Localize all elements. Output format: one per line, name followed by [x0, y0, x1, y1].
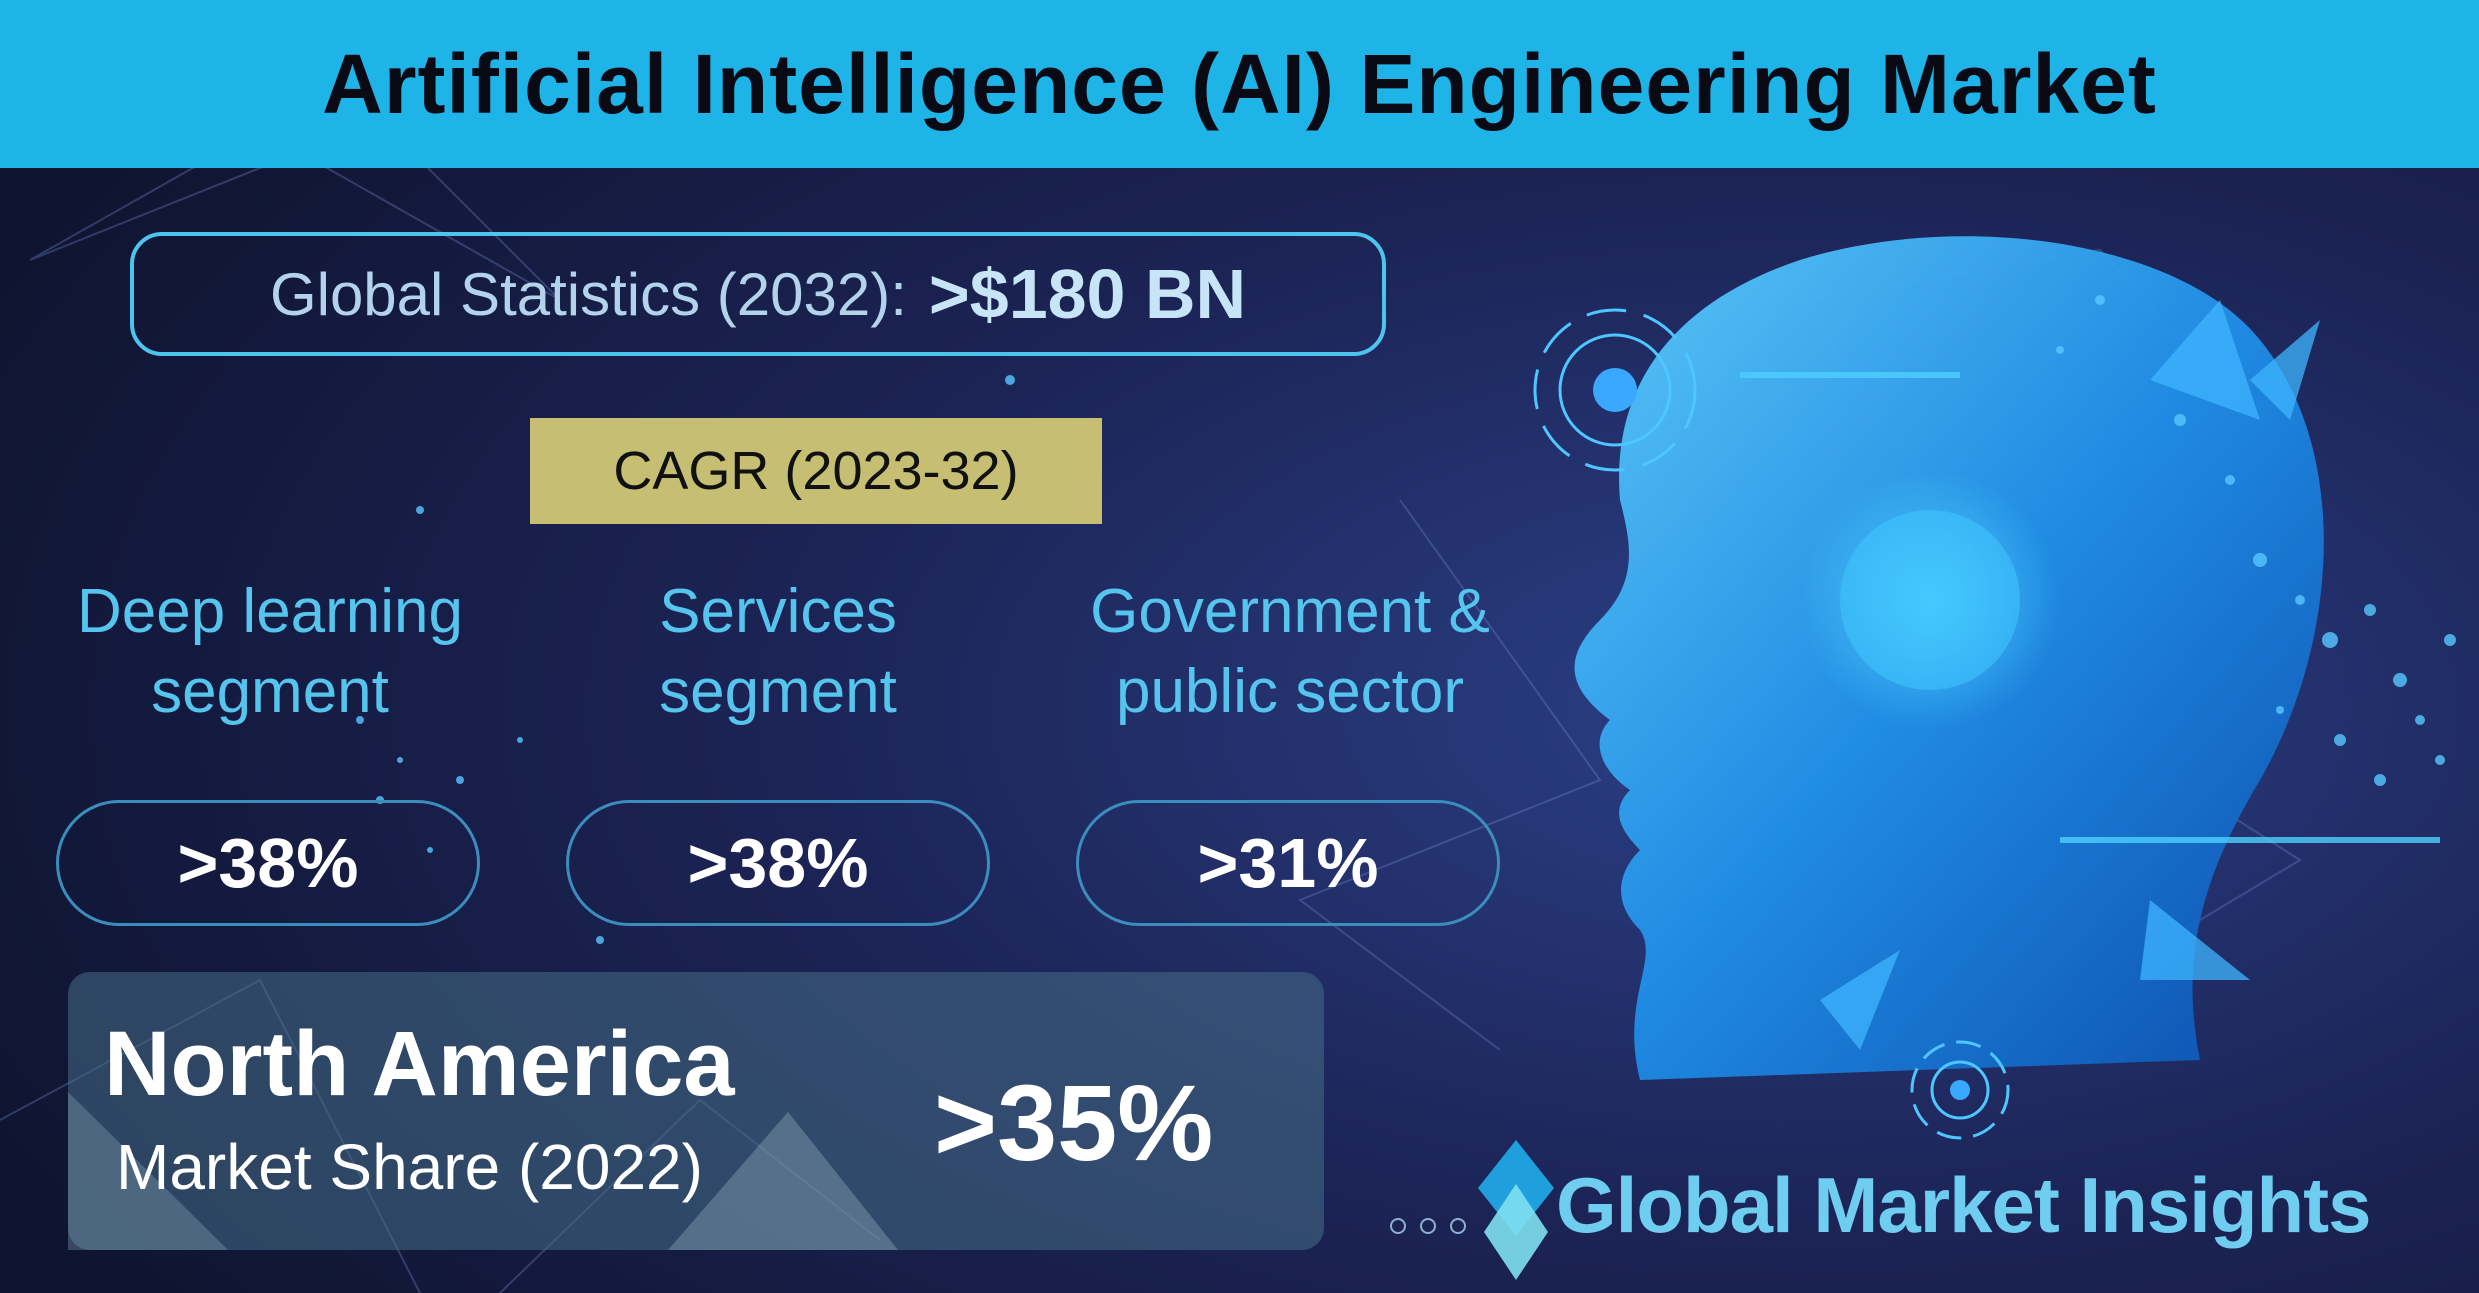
cagr-label: CAGR (2023-32)	[530, 418, 1102, 524]
brand-name: Global Market Insights	[1556, 1161, 2371, 1249]
segment-value-deep-learning: >38%	[56, 800, 480, 926]
segment-label-line2: segment	[151, 657, 389, 726]
segment-label-line1: Government &	[1090, 577, 1490, 646]
region-box	[68, 972, 1324, 1250]
global-statistics-value: >$180 BN	[928, 255, 1247, 333]
title-bar	[0, 0, 2479, 168]
target-circle-icon	[1533, 308, 2010, 1140]
segment-label-line2: segment	[659, 657, 897, 726]
decorative-dot	[1420, 1218, 1436, 1234]
segment-label-government: Government & public sector	[1040, 572, 1540, 732]
region-box-decoration	[68, 1092, 898, 1250]
global-statistics-box: Global Statistics (2032): >$180 BN	[130, 232, 1386, 356]
segment-label-line1: Services	[659, 577, 897, 646]
segment-label-line2: public sector	[1115, 657, 1465, 726]
segment-label-deep-learning: Deep learning segment	[20, 572, 520, 732]
decorative-dot	[1390, 1218, 1406, 1234]
segment-value-government: >31%	[1076, 800, 1500, 926]
region-subtitle: Market Share (2022)	[116, 1131, 703, 1203]
segment-value-services: >38%	[566, 800, 990, 926]
decorative-dot	[1450, 1218, 1466, 1234]
segment-label-line1: Deep learning	[76, 577, 464, 646]
page-title: Artificial Intelligence (AI) Engineering…	[322, 36, 2157, 131]
region-name: North America	[104, 1013, 735, 1115]
brand-diamond-icon	[1478, 1140, 1554, 1280]
region-value: >35%	[934, 1062, 1214, 1183]
segment-label-services: Services segment	[528, 572, 1028, 732]
global-statistics-label: Global Statistics (2032):	[269, 260, 907, 328]
